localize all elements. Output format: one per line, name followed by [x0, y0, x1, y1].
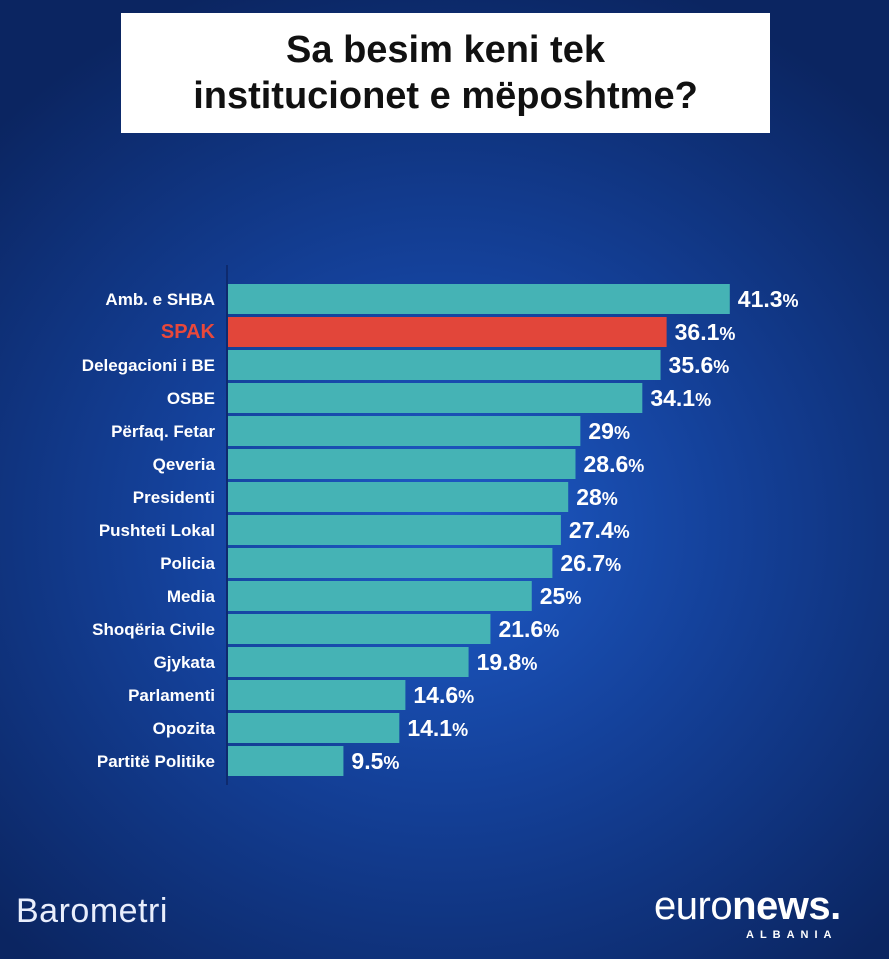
title-line-1: Sa besim keni tek [286, 29, 605, 71]
value-unit: % [565, 588, 581, 608]
category-label: Pushteti Lokal [99, 521, 215, 540]
value-label: 27.4% [569, 517, 630, 543]
value-unit: % [719, 324, 735, 344]
value-unit: % [521, 654, 537, 674]
title-line-2: institucionet e mëposhtme? [193, 75, 698, 117]
value-number: 27.4 [569, 517, 614, 543]
bar [228, 350, 661, 380]
bar [228, 614, 491, 644]
value-unit: % [783, 291, 799, 311]
value-number: 14.1 [407, 715, 452, 741]
value-label: 29% [588, 418, 630, 444]
value-unit: % [614, 423, 630, 443]
category-label: OSBE [167, 389, 215, 408]
value-unit: % [605, 555, 621, 575]
category-label: Amb. e SHBA [105, 290, 215, 309]
value-number: 35.6 [669, 352, 714, 378]
value-label: 35.6% [669, 352, 730, 378]
value-unit: % [602, 489, 618, 509]
bar [228, 416, 581, 446]
bar [228, 482, 569, 512]
category-label: Përfaq. Fetar [111, 422, 215, 441]
category-label: Opozita [153, 719, 216, 738]
title-box: Sa besim keni tek institucionet e mëposh… [121, 13, 770, 133]
value-label: 25% [540, 583, 582, 609]
chart-title: Sa besim keni tek institucionet e mëposh… [166, 27, 726, 119]
euronews-logo-news: news [732, 884, 831, 928]
bar [228, 284, 730, 314]
value-number: 9.5 [351, 748, 383, 774]
category-label: SPAK [161, 321, 216, 343]
value-unit: % [383, 753, 399, 773]
value-unit: % [713, 357, 729, 377]
value-label: 21.6% [498, 616, 559, 642]
value-unit: % [628, 456, 644, 476]
euronews-logo-dot: . [830, 884, 841, 928]
barometri-logo: Barometri [16, 892, 168, 930]
bar [228, 581, 532, 611]
value-unit: % [458, 687, 474, 707]
value-number: 34.1 [650, 385, 695, 411]
bar [228, 713, 400, 743]
category-label: Gjykata [154, 653, 216, 672]
category-label: Presidenti [133, 488, 215, 507]
bar [228, 746, 344, 776]
euronews-albania-label: ALBANIA [746, 929, 838, 941]
value-number: 41.3 [738, 286, 783, 312]
value-number: 28.6 [583, 451, 628, 477]
value-number: 14.6 [413, 682, 458, 708]
category-label: Delegacioni i BE [82, 356, 215, 375]
value-label: 36.1% [675, 319, 736, 345]
value-label: 26.7% [560, 550, 621, 576]
category-label: Policia [160, 554, 215, 573]
value-number: 21.6 [498, 616, 543, 642]
value-number: 29 [588, 418, 614, 444]
value-number: 26.7 [560, 550, 605, 576]
value-label: 28.6% [583, 451, 644, 477]
value-unit: % [614, 522, 630, 542]
value-label: 41.3% [738, 286, 799, 312]
value-number: 36.1 [675, 319, 720, 345]
value-label: 28% [576, 484, 618, 510]
value-number: 19.8 [477, 649, 522, 675]
euronews-logo-euro: euro [654, 884, 733, 928]
value-unit: % [695, 390, 711, 410]
value-label: 19.8% [477, 649, 538, 675]
bar [228, 515, 561, 545]
bar [228, 680, 406, 710]
value-unit: % [452, 720, 468, 740]
bar [228, 383, 643, 413]
value-label: 9.5% [351, 748, 399, 774]
category-label: Parlamenti [128, 686, 215, 705]
bar [228, 449, 576, 479]
value-label: 14.6% [413, 682, 474, 708]
euronews-logo: euronews. [654, 884, 841, 929]
value-label: 34.1% [650, 385, 711, 411]
bar [228, 317, 667, 347]
category-label: Qeveria [153, 455, 216, 474]
value-number: 25 [540, 583, 566, 609]
bar [228, 548, 553, 578]
category-label: Media [167, 587, 216, 606]
category-label: Shoqëria Civile [92, 620, 215, 639]
value-number: 28 [576, 484, 602, 510]
bar [228, 647, 469, 677]
category-label: Partitë Politike [97, 752, 215, 771]
value-unit: % [543, 621, 559, 641]
value-label: 14.1% [407, 715, 468, 741]
